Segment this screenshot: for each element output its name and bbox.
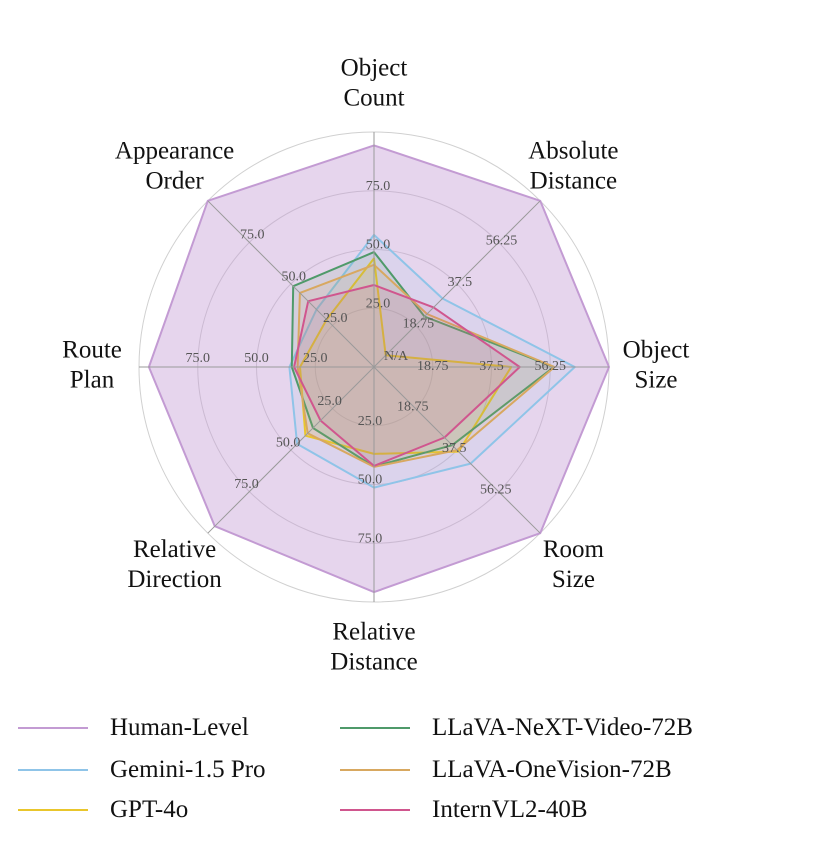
tick-label: 50.0 (366, 238, 391, 253)
legend-swatch (340, 809, 410, 811)
axis-line (373, 200, 541, 368)
radar-tick-labels: 25.0 50.0 75.0 18.75 37.5 56.25 18.75 37.5 56.25… (186, 179, 567, 547)
tick-label: 37.5 (442, 441, 467, 456)
axis-label: Distance (330, 649, 417, 676)
tick-label: 18.75 (403, 317, 435, 332)
axis-label: Relative (133, 536, 216, 563)
legend-entry-llava-next-video-72b: LLaVA-NeXT-Video-72B (340, 708, 693, 748)
radar-axes (139, 132, 609, 602)
tick-label: 56.25 (486, 233, 518, 248)
tick-label: 18.75 (397, 400, 429, 415)
tick-label: 37.5 (479, 359, 504, 374)
axis-label: Appearance (115, 137, 234, 164)
axis-label: Relative (332, 619, 415, 646)
axis-label: Size (552, 566, 595, 593)
tick-label: 50.0 (358, 473, 383, 488)
tick-label: 25.0 (303, 351, 328, 366)
tick-label: 75.0 (186, 351, 211, 366)
legend-label: Human-Level (110, 714, 249, 741)
legend-entry-llava-onevision-72b: LLaVA-OneVision-72B (340, 750, 672, 790)
legend-swatch (18, 769, 88, 771)
legend-swatch (340, 769, 410, 771)
tick-label: 75.0 (234, 477, 259, 492)
legend-swatch (18, 727, 88, 729)
legend-entry-gemini-1-5-pro: Gemini-1.5 Pro (18, 750, 266, 790)
tick-label: 18.75 (417, 359, 449, 374)
tick-label: 50.0 (276, 436, 301, 451)
legend-label: LLaVA-NeXT-Video-72B (432, 714, 693, 741)
axis-label: Room (543, 536, 605, 563)
legend-swatch (18, 809, 88, 811)
axis-label: Count (343, 85, 404, 112)
legend-swatch (340, 727, 410, 729)
tick-label: 56.25 (535, 359, 567, 374)
center-label: N/A (384, 349, 409, 364)
legend-entry-human-level: Human-Level (18, 708, 249, 748)
tick-label: 75.0 (366, 179, 391, 194)
legend-label: Gemini-1.5 Pro (110, 756, 266, 783)
tick-label: 50.0 (281, 269, 306, 284)
axis-label: Route (62, 337, 122, 364)
axis-label: Distance (530, 167, 617, 194)
radar-series (147, 144, 610, 594)
tick-label: 37.5 (448, 275, 473, 290)
axis-line (207, 200, 375, 368)
tick-label: 50.0 (244, 351, 269, 366)
chart-legend: Human-Level Gemini-1.5 Pro GPT-4o LLaVA-… (0, 700, 838, 852)
legend-entry-gpt-4o: GPT-4o (18, 790, 188, 830)
legend-entry-internvl2-40b: InternVL2-40B (340, 790, 588, 830)
axis-label: Size (634, 367, 677, 394)
tick-label: 75.0 (358, 532, 383, 547)
axis-line (207, 366, 375, 534)
axis-label: Direction (127, 566, 222, 593)
tick-label: 56.25 (480, 483, 512, 498)
axis-label: Order (145, 167, 204, 194)
tick-label: 25.0 (317, 394, 342, 409)
radar-chart: 25.0 50.0 75.0 18.75 37.5 56.25 18.75 37.5 56.25… (62, 55, 689, 676)
legend-label: LLaVA-OneVision-72B (432, 756, 672, 783)
legend-label: GPT-4o (110, 796, 189, 823)
axis-line (373, 366, 541, 534)
legend-label: InternVL2-40B (432, 796, 588, 823)
tick-label: 25.0 (358, 414, 383, 429)
axis-label: Object (623, 337, 690, 364)
axis-label: Object (341, 55, 408, 82)
axis-label: Plan (70, 367, 115, 394)
axis-label: Absolute (528, 137, 618, 164)
radar-axis-labels: Object Count Absolute Distance Object Size Roo… (62, 55, 689, 676)
tick-label: 75.0 (240, 228, 265, 243)
tick-label: 25.0 (323, 311, 348, 326)
tick-label: 25.0 (366, 297, 391, 312)
